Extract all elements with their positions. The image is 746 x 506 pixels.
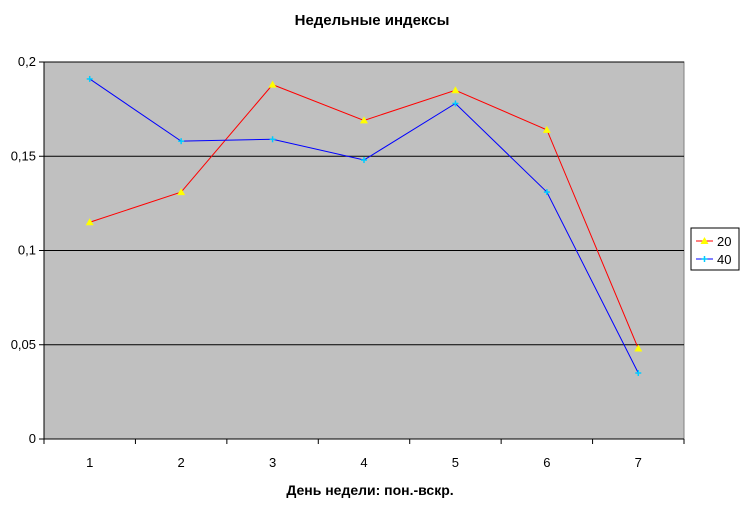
data-point — [452, 100, 459, 107]
x-tick-label: 2 — [178, 455, 185, 470]
x-tick-label: 3 — [269, 455, 276, 470]
x-axis-ticks: 1 2 3 4 5 6 7 — [43, 439, 685, 470]
y-tick-label: 0,15 — [11, 148, 36, 163]
legend-label: 40 — [717, 252, 731, 267]
data-point — [360, 116, 368, 124]
legend-label: 20 — [717, 234, 731, 249]
data-point — [177, 188, 186, 196]
data-point — [361, 157, 367, 164]
y-tick-label: 0 — [29, 431, 36, 446]
y-tick-label: 0,2 — [18, 54, 36, 69]
legend-box — [690, 227, 740, 271]
data-point — [269, 136, 276, 143]
x-tick-label: 7 — [635, 455, 642, 470]
data-point — [543, 189, 550, 196]
series-20 — [85, 80, 643, 352]
y-tick-label: 0,05 — [11, 337, 36, 352]
data-point — [85, 218, 94, 226]
data-point — [178, 138, 185, 145]
y-axis-ticks: 0 0,05 0,1 0,15 0,2 — [11, 54, 44, 446]
series-40 — [86, 75, 642, 377]
data-point — [634, 344, 643, 352]
x-tick-label: 6 — [543, 455, 550, 470]
x-tick-label: 5 — [452, 455, 459, 470]
chart-title: Недельные индексы — [295, 12, 450, 29]
data-point — [635, 370, 642, 377]
legend-marker — [701, 256, 708, 262]
data-point — [268, 80, 277, 88]
y-tick-label: 0,1 — [18, 243, 36, 258]
x-axis-label: День недели: пон.-вскр. — [286, 482, 453, 498]
legend-marker — [700, 237, 709, 244]
x-tick-label: 1 — [86, 455, 93, 470]
data-point — [451, 86, 460, 94]
x-tick-label: 4 — [360, 455, 367, 470]
series — [85, 75, 643, 377]
data-point — [86, 75, 93, 82]
grid-lines — [44, 61, 684, 346]
data-point — [542, 125, 551, 133]
